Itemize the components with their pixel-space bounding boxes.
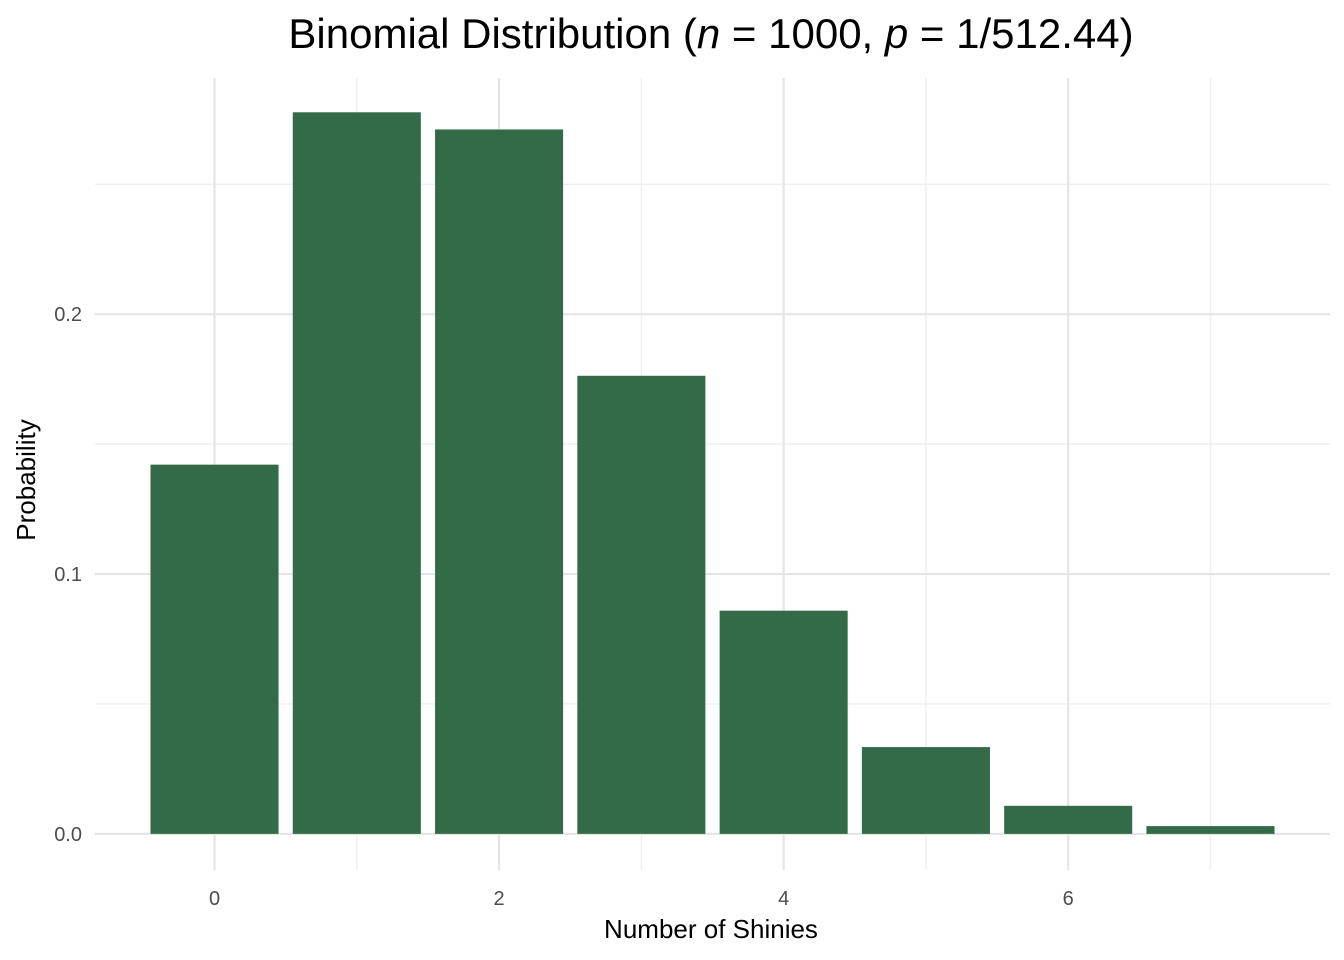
x-tick-label: 4 bbox=[778, 888, 789, 910]
x-tick-label: 6 bbox=[1063, 888, 1074, 910]
tick-labels: 0 2 4 6 0.0 0.1 0.2 bbox=[54, 304, 1074, 910]
bars bbox=[150, 112, 1275, 834]
chart-title: Binomial Distribution (n = 1000, p = 1/5… bbox=[288, 10, 1133, 57]
y-axis-title: Probability bbox=[11, 419, 41, 540]
grid bbox=[95, 78, 1330, 870]
y-tick-label: 0.1 bbox=[54, 564, 82, 586]
x-axis-title: Number of Shinies bbox=[604, 914, 818, 944]
bar-0 bbox=[150, 464, 279, 834]
y-tick-label: 0.2 bbox=[54, 304, 82, 326]
bar-7 bbox=[1146, 826, 1275, 834]
x-tick-label: 0 bbox=[209, 888, 220, 910]
bar-5 bbox=[861, 747, 990, 834]
y-tick-label: 0.0 bbox=[54, 824, 82, 846]
bar-1 bbox=[292, 112, 421, 834]
bar-6 bbox=[1004, 805, 1133, 834]
bar-2 bbox=[435, 129, 564, 834]
bar-3 bbox=[577, 375, 706, 834]
x-tick-label: 2 bbox=[494, 888, 505, 910]
bar-4 bbox=[719, 610, 848, 834]
